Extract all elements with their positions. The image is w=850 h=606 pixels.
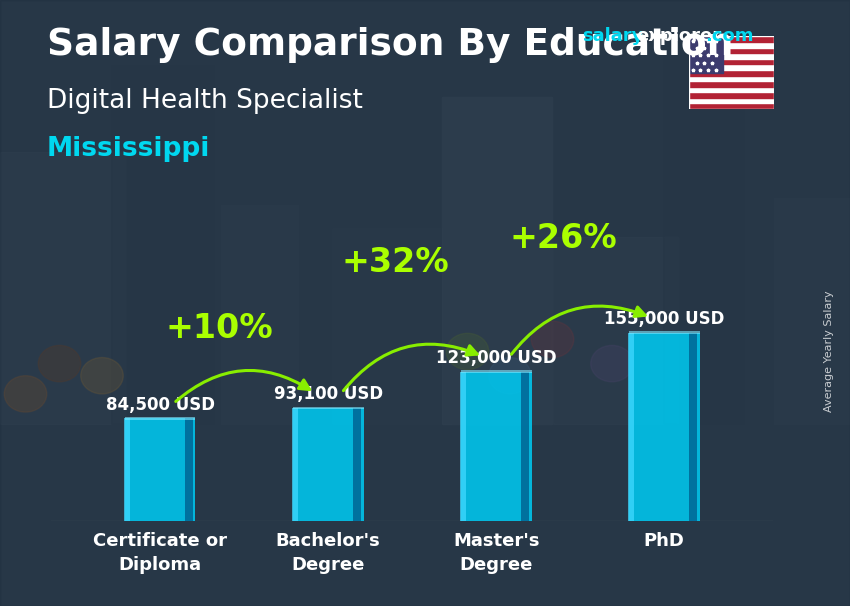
Text: +32%: +32% bbox=[342, 245, 450, 279]
Bar bbox=[292, 408, 297, 521]
Bar bbox=[629, 331, 700, 334]
Text: Average Yearly Salary: Average Yearly Salary bbox=[824, 291, 834, 412]
Ellipse shape bbox=[489, 358, 531, 394]
Bar bbox=[688, 42, 774, 47]
Bar bbox=[0, 152, 125, 424]
Bar bbox=[774, 198, 850, 424]
Bar bbox=[688, 36, 774, 42]
Bar bbox=[688, 64, 774, 70]
Bar bbox=[688, 70, 774, 76]
Text: explorer: explorer bbox=[636, 27, 721, 45]
Text: +26%: +26% bbox=[510, 222, 617, 255]
Bar bbox=[688, 36, 722, 73]
Ellipse shape bbox=[4, 376, 47, 412]
Bar bbox=[461, 371, 531, 521]
Text: Salary Comparison By Education: Salary Comparison By Education bbox=[47, 27, 733, 63]
Bar bbox=[184, 418, 193, 521]
Bar bbox=[332, 228, 451, 424]
Bar bbox=[442, 97, 552, 424]
Bar bbox=[688, 92, 774, 98]
Text: Mississippi: Mississippi bbox=[47, 136, 210, 162]
Bar bbox=[688, 81, 774, 87]
Bar bbox=[688, 59, 774, 64]
Text: 123,000 USD: 123,000 USD bbox=[436, 349, 557, 367]
Bar bbox=[688, 104, 774, 109]
Text: .com: .com bbox=[706, 27, 754, 45]
Bar bbox=[125, 418, 196, 521]
Bar bbox=[688, 76, 774, 81]
Bar bbox=[221, 205, 298, 424]
Ellipse shape bbox=[38, 345, 81, 382]
Ellipse shape bbox=[81, 358, 123, 394]
Bar bbox=[461, 370, 531, 373]
Bar bbox=[629, 333, 700, 521]
Text: +10%: +10% bbox=[165, 312, 273, 345]
Bar bbox=[460, 371, 466, 521]
Bar bbox=[125, 417, 196, 420]
Ellipse shape bbox=[446, 333, 489, 370]
Bar bbox=[628, 333, 633, 521]
Bar bbox=[110, 65, 214, 424]
Bar bbox=[293, 408, 364, 521]
Text: 93,100 USD: 93,100 USD bbox=[274, 385, 382, 403]
Bar bbox=[688, 53, 774, 59]
Ellipse shape bbox=[591, 345, 633, 382]
Ellipse shape bbox=[531, 321, 574, 358]
Bar bbox=[123, 418, 129, 521]
Bar bbox=[688, 98, 774, 104]
Bar bbox=[663, 41, 744, 424]
Bar bbox=[353, 408, 361, 521]
Text: 84,500 USD: 84,500 USD bbox=[105, 396, 215, 414]
Bar bbox=[688, 47, 774, 53]
Bar bbox=[520, 371, 529, 521]
Bar bbox=[293, 407, 364, 409]
Text: 155,000 USD: 155,000 USD bbox=[604, 310, 724, 328]
Text: Digital Health Specialist: Digital Health Specialist bbox=[47, 88, 363, 114]
Text: salary: salary bbox=[582, 27, 643, 45]
Bar bbox=[688, 333, 697, 521]
Bar bbox=[552, 238, 678, 424]
Bar bbox=[688, 87, 774, 92]
